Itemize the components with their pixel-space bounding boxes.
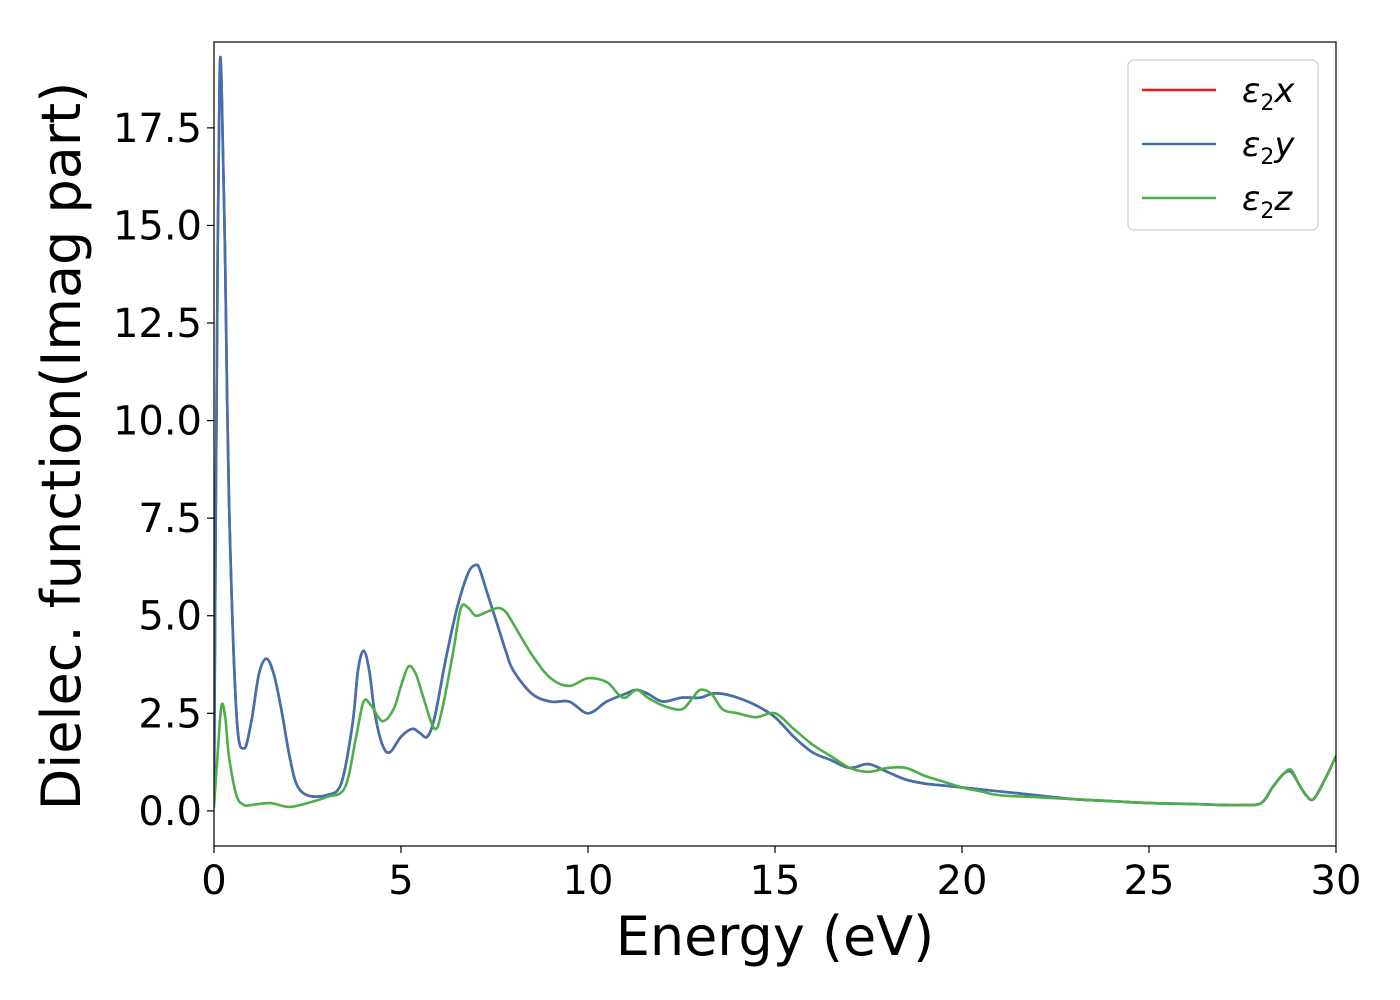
y-tick-label: 12.5 xyxy=(113,301,202,347)
y-tick-label: 2.5 xyxy=(138,691,202,737)
y-tick-label: 0.0 xyxy=(138,789,202,835)
x-tick-label: 20 xyxy=(937,858,988,904)
legend-box xyxy=(1127,59,1319,231)
legend-label-z: ε2z xyxy=(1242,179,1293,224)
x-tick-label: 0 xyxy=(201,858,226,904)
x-tick-label: 5 xyxy=(388,858,413,904)
x-tick-label: 10 xyxy=(563,858,614,904)
y-axis-title: Dielec. function(Imag part) xyxy=(30,82,93,811)
series-line-z xyxy=(214,603,1336,809)
legend-label-x: ε2x xyxy=(1242,71,1295,116)
y-axis: 0.0 2.5 5.0 7.5 10.0 12.5 15.0 17.5 xyxy=(113,106,214,835)
x-axis-title: Energy (eV) xyxy=(616,905,935,968)
series-layer xyxy=(214,55,1336,809)
legend: ε2x ε2y ε2z xyxy=(1127,59,1319,231)
legend-label-y: ε2y xyxy=(1242,125,1295,170)
y-tick-label: 5.0 xyxy=(138,594,202,640)
y-tick-label: 10.0 xyxy=(113,399,202,445)
y-tick-label: 15.0 xyxy=(113,203,202,249)
x-axis: 0 5 10 15 20 25 30 xyxy=(201,846,1361,904)
y-tick-label: 7.5 xyxy=(138,496,202,542)
x-tick-label: 30 xyxy=(1311,858,1362,904)
y-tick-label: 17.5 xyxy=(113,106,202,152)
x-tick-label: 15 xyxy=(750,858,801,904)
x-tick-label: 25 xyxy=(1124,858,1175,904)
